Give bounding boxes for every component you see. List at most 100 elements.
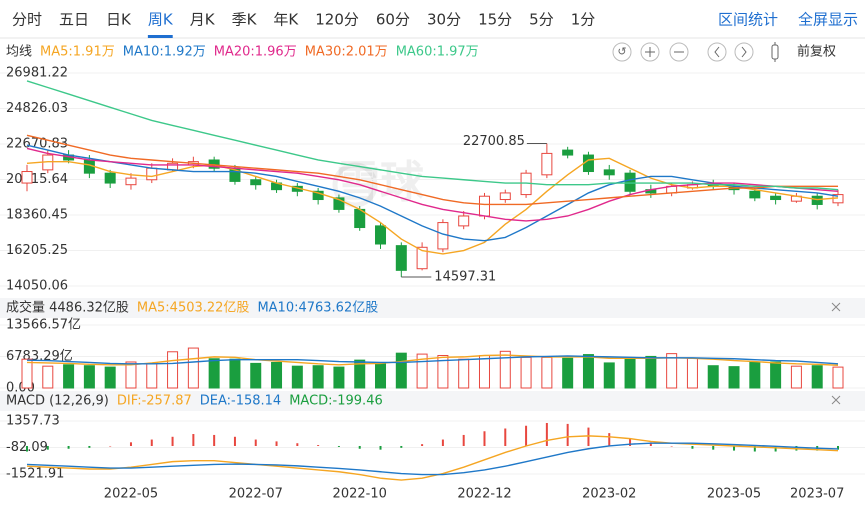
candle-body bbox=[395, 245, 407, 271]
macd-bar bbox=[275, 441, 278, 446]
action-link[interactable]: 全屏显示 bbox=[798, 11, 858, 29]
macd-bar bbox=[712, 445, 715, 450]
candle-body bbox=[375, 225, 387, 245]
macd-bar bbox=[691, 445, 694, 449]
macd-bar bbox=[483, 431, 486, 446]
candle-body bbox=[104, 172, 116, 184]
legend-item: DEA:-158.14 bbox=[200, 394, 281, 409]
macd-line bbox=[26, 435, 839, 481]
legend-item: MACD:-199.46 bbox=[289, 394, 383, 409]
candle-body bbox=[562, 149, 574, 156]
y-tick-label: 16205.25 bbox=[6, 243, 68, 258]
volume-bar bbox=[83, 365, 95, 389]
adjust-label[interactable]: 前复权 bbox=[797, 44, 836, 60]
volume-bar bbox=[582, 354, 594, 389]
moving-average-line bbox=[26, 80, 839, 191]
y-tick-label: 24826.03 bbox=[6, 101, 68, 116]
zoom-in-button[interactable] bbox=[640, 42, 660, 62]
macd-bar bbox=[566, 423, 569, 446]
legend-item: 均线 bbox=[6, 45, 32, 60]
prev-button[interactable] bbox=[707, 42, 727, 62]
volume-bar bbox=[499, 350, 511, 389]
volume-bar bbox=[686, 357, 698, 389]
moving-average-line bbox=[26, 144, 839, 242]
volume-bar bbox=[603, 362, 615, 389]
tab[interactable]: 季K bbox=[232, 11, 258, 29]
candle-body bbox=[416, 246, 428, 270]
tab[interactable]: 五日 bbox=[59, 11, 89, 29]
undo-button[interactable] bbox=[612, 42, 632, 62]
volume-bar bbox=[354, 359, 366, 389]
macd-bar bbox=[171, 436, 174, 446]
candle-body bbox=[478, 195, 490, 217]
tab[interactable]: 年K bbox=[273, 11, 299, 29]
volume-bar bbox=[437, 354, 449, 389]
tab[interactable]: 60分 bbox=[376, 11, 410, 29]
volume-bar bbox=[458, 358, 470, 389]
macd-bar bbox=[400, 445, 403, 448]
y-tick-label: 13566.57亿 bbox=[6, 318, 81, 333]
macd-bar bbox=[296, 443, 299, 446]
x-tick-label: 2023-07 bbox=[790, 487, 844, 502]
candle-body bbox=[541, 152, 553, 176]
macd-bar bbox=[233, 436, 236, 446]
next-button[interactable] bbox=[734, 42, 754, 62]
x-tick-label: 2022-10 bbox=[333, 487, 387, 502]
tab[interactable]: 15分 bbox=[478, 11, 512, 29]
close-macd[interactable] bbox=[831, 395, 841, 405]
macd-bar bbox=[649, 442, 652, 446]
macd-bar bbox=[337, 445, 340, 447]
volume-header bbox=[0, 298, 865, 318]
zoom-out-button[interactable] bbox=[669, 42, 689, 62]
macd-bar bbox=[46, 445, 49, 450]
close-volume[interactable] bbox=[831, 302, 841, 312]
tab[interactable]: 月K bbox=[190, 11, 216, 29]
y-tick-label: 20515.64 bbox=[6, 172, 68, 187]
candle-body bbox=[749, 190, 761, 199]
volume-bar bbox=[104, 366, 116, 389]
x-tick-label: 2022-12 bbox=[457, 487, 511, 502]
tab[interactable]: 1分 bbox=[571, 11, 596, 29]
tab[interactable]: 120分 bbox=[315, 11, 359, 29]
y-tick-label: 1357.73 bbox=[6, 414, 60, 429]
candle-body bbox=[458, 215, 470, 227]
macd-bar bbox=[504, 428, 507, 446]
volume-bar bbox=[63, 364, 75, 389]
volume-bar bbox=[333, 366, 345, 389]
watermark-logo bbox=[332, 162, 378, 208]
y-tick-label: 26981.22 bbox=[6, 66, 68, 81]
volume-bar bbox=[562, 357, 574, 389]
moving-average-line bbox=[26, 157, 839, 255]
volume-bar bbox=[790, 365, 802, 389]
candle-body bbox=[603, 169, 615, 176]
low-annotation: 14597.31 bbox=[434, 269, 496, 284]
prev-icon[interactable] bbox=[714, 46, 720, 58]
next-icon[interactable] bbox=[741, 46, 747, 58]
volume-bar bbox=[229, 358, 241, 389]
tab[interactable]: 分时 bbox=[12, 11, 42, 29]
active-tab-underline bbox=[147, 35, 173, 38]
volume-bar bbox=[291, 365, 303, 389]
zoom-in-icon[interactable] bbox=[645, 47, 655, 57]
tab[interactable]: 日K bbox=[106, 11, 132, 29]
macd-bar bbox=[837, 445, 839, 450]
volume-bar bbox=[208, 358, 220, 389]
macd-bar bbox=[26, 445, 28, 452]
legend-item: MA20:1.96万 bbox=[214, 45, 297, 60]
tab[interactable]: 30分 bbox=[427, 11, 461, 29]
macd-header bbox=[0, 391, 865, 411]
macd-bar bbox=[254, 439, 257, 446]
x-tick-label: 2023-05 bbox=[707, 487, 761, 502]
toolbar-icons[interactable]: ↺ bbox=[612, 42, 779, 62]
macd-bar bbox=[379, 445, 382, 450]
macd-bar bbox=[462, 434, 465, 446]
action-link[interactable]: 区间统计 bbox=[718, 11, 778, 29]
undo-icon[interactable]: ↺ bbox=[617, 45, 626, 58]
tab[interactable]: 周K bbox=[148, 11, 174, 29]
tab[interactable]: 5分 bbox=[529, 11, 554, 29]
macd-bar bbox=[608, 433, 611, 446]
volume-bar bbox=[624, 358, 636, 389]
candle-body bbox=[312, 190, 324, 201]
macd-bar bbox=[670, 445, 673, 447]
